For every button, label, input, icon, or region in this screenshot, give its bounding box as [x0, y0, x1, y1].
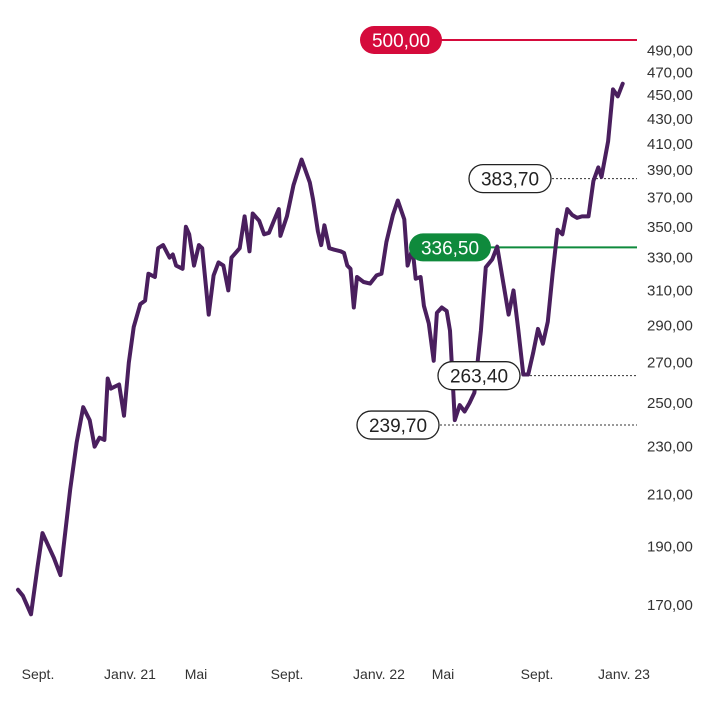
reference-badge-support — [409, 233, 491, 262]
x-tick-label: Sept. — [271, 666, 304, 682]
x-tick-label: Mai — [432, 666, 455, 682]
y-tick-label: 230,00 — [647, 439, 693, 456]
y-tick-label: 450,00 — [647, 87, 693, 104]
marker-label: 263,40 — [450, 367, 508, 388]
x-tick-label: Sept. — [521, 666, 554, 682]
value-badges: 500,00 336,50 383,70 263,40 239,70 — [356, 26, 552, 440]
y-tick-label: 330,00 — [647, 250, 693, 267]
y-tick-label: 410,00 — [647, 136, 693, 153]
reference-lines — [410, 39, 637, 249]
marker-label: 239,70 — [369, 416, 427, 437]
y-tick-label: 430,00 — [647, 111, 693, 128]
reference-label-target: 500,00 — [372, 31, 430, 52]
price-line — [16, 81, 625, 617]
marker-badge — [468, 164, 552, 194]
y-tick-label: 390,00 — [647, 162, 693, 179]
x-axis: Sept. Janv. 21 Mai Sept. Janv. 22 Mai Sept. Jan… — [22, 666, 651, 682]
y-axis: 170,00 190,00 210,00 230,00 250,00 270,00 290,… — [647, 43, 693, 614]
x-tick-label: Janv. 23 — [598, 666, 650, 682]
marker-badge — [437, 361, 521, 391]
price-series — [16, 81, 625, 617]
y-tick-label: 370,00 — [647, 190, 693, 207]
reference-label-support: 336,50 — [421, 238, 479, 259]
y-tick-label: 490,00 — [647, 43, 693, 60]
x-tick-label: Mai — [185, 666, 208, 682]
y-tick-label: 290,00 — [647, 317, 693, 334]
x-tick-label: Janv. 21 — [104, 666, 156, 682]
x-tick-label: Sept. — [22, 666, 55, 682]
marker-label: 383,70 — [481, 170, 539, 191]
reference-badge-target — [360, 26, 442, 54]
y-tick-label: 310,00 — [647, 282, 693, 299]
x-tick-label: Janv. 22 — [353, 666, 405, 682]
y-tick-label: 270,00 — [647, 355, 693, 372]
y-tick-label: 190,00 — [647, 539, 693, 556]
y-tick-label: 350,00 — [647, 219, 693, 236]
y-tick-label: 210,00 — [647, 486, 693, 503]
y-tick-label: 170,00 — [647, 597, 693, 614]
level-markers — [440, 178, 637, 426]
y-tick-label: 250,00 — [647, 395, 693, 412]
marker-badge — [356, 410, 440, 440]
y-tick-label: 470,00 — [647, 64, 693, 81]
